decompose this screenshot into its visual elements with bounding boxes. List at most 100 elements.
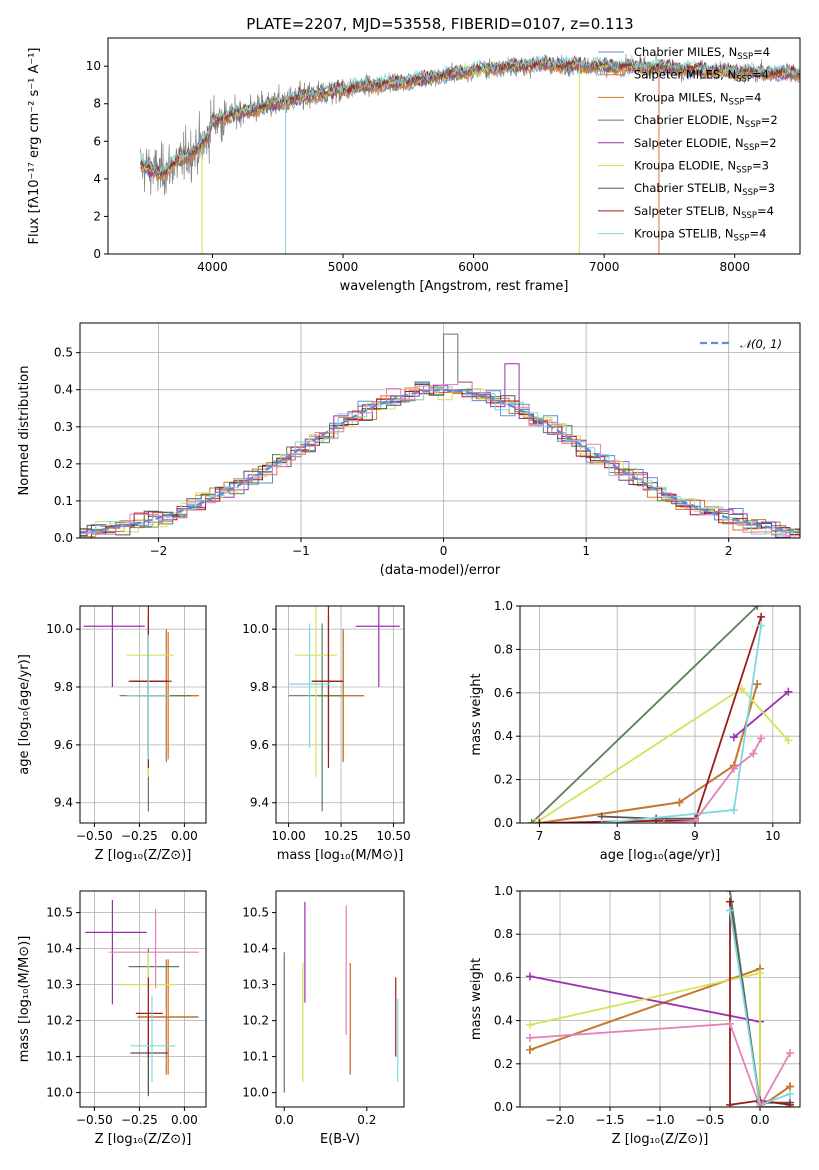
x-axis-label: age [log₁₀(age/yr)] (600, 848, 721, 863)
y-tick-label: 10.0 (46, 1086, 73, 1100)
histogram-step-line (80, 382, 800, 537)
y-tick-label: 0.5 (54, 346, 73, 360)
x-tick-label: 0.0 (275, 1113, 294, 1127)
x-axis-label: mass [log₁₀(M/M⊙)] (277, 848, 404, 863)
mass-weight-marker (784, 687, 793, 696)
y-tick-label: 10.3 (46, 978, 73, 992)
axes-frame (519, 890, 801, 1108)
y-axis-label: mass [log₁₀(M/M⊙)] (17, 936, 32, 1063)
mass-weight-marker (737, 684, 746, 693)
mass-weight-marker (526, 1020, 534, 1029)
y-tick-label: 9.4 (54, 796, 73, 810)
mass-weight-marker (726, 1100, 734, 1107)
x-tick-label: 7000 (589, 260, 620, 274)
y-tick-label: 10.5 (46, 906, 73, 920)
y-tick-label: 2 (93, 209, 101, 223)
x-tick-label: 0.00 (171, 829, 198, 843)
x-tick-label: 0.2 (357, 1113, 376, 1127)
mass-weight-marker (597, 819, 606, 823)
y-axis-label: Normed distribution (17, 366, 32, 496)
mass-weight-marker (753, 606, 762, 610)
plot-area-mass_vs_EBV (283, 901, 399, 1093)
plot-area-spectrum (140, 53, 800, 254)
x-tick-label: 2 (725, 544, 733, 558)
legend-entry-label: Chabrier MILES, NSSP=4 (634, 45, 770, 62)
axes-frame (275, 890, 405, 1108)
legend-entry-label: Kroupa MILES, NSSP=4 (634, 90, 761, 107)
mass-weight-marker (675, 798, 684, 807)
legend-entry-label: Salpeter MILES, NSSP=4 (634, 68, 769, 85)
mass-weight-line (733, 691, 789, 738)
mass-weight-marker (729, 764, 738, 773)
mass-weight-marker (786, 1090, 794, 1099)
mass-weight-marker (784, 736, 793, 745)
y-tick-label: 0.2 (494, 1057, 513, 1071)
mass-weight-marker (726, 897, 734, 906)
plot-area-age_vs_mass (288, 606, 400, 812)
x-tick-label: 8 (613, 829, 621, 843)
legend-entry-label: Kroupa ELODIE, NSSP=3 (634, 159, 769, 176)
x-tick-label: 0.0 (750, 1113, 769, 1127)
x-tick-label: −1 (292, 544, 310, 558)
y-tick-label: 10.4 (242, 942, 269, 956)
histogram-step-line (80, 387, 800, 538)
mass-weight-marker (753, 680, 762, 689)
x-tick-label: 10.50 (376, 829, 410, 843)
plot-area-residual_histogram (80, 333, 800, 538)
y-tick-label: 0.4 (494, 729, 513, 743)
x-tick-label: −2.0 (545, 1113, 574, 1127)
y-tick-label: 0.8 (494, 927, 513, 941)
legend-entry-label: Kroupa STELIB, NSSP=4 (634, 227, 766, 244)
y-axis-label: mass weight (469, 673, 484, 755)
mass-weight-marker (691, 816, 699, 823)
normal-reference-curve (80, 389, 799, 534)
plot-area-mass_weight_vs_Z (526, 891, 794, 1107)
histogram-step-line (81, 385, 800, 538)
x-tick-label: −0.50 (76, 829, 113, 843)
axes-mass_vs_Z: −0.50 −0.25 0.00 10.0 10.1 10.2 10.3 10.4 10.5 Z … (17, 890, 207, 1147)
x-tick-label: −1.5 (595, 1113, 624, 1127)
x-tick-label: 10.25 (324, 829, 358, 843)
y-tick-label: 1.0 (494, 884, 513, 898)
plot-area-age_vs_Z (83, 606, 199, 812)
x-tick-label: 10.00 (271, 829, 305, 843)
mass-weight-marker (729, 733, 738, 742)
axes-age_vs_Z: −0.50 −0.25 0.00 9.4 9.6 9.8 10.0 Z [log₁₀(Z/Z⊙… (17, 605, 207, 863)
axes-residual_histogram: −2 −1 0 1 2 0.0 0.1 0.2 0.3 0.4 0.5 (data-model)/er… (17, 322, 801, 578)
y-axis-label: age [log₁₀(age/yr)] (17, 654, 32, 775)
y-tick-label: 9.8 (54, 680, 73, 694)
y-tick-label: 0.2 (54, 457, 73, 471)
y-tick-label: 0 (93, 247, 101, 261)
legend-entry-label: 𝒩(0, 1) (740, 337, 782, 351)
mass-weight-marker (786, 1100, 794, 1107)
x-tick-label: −0.50 (76, 1113, 113, 1127)
y-axis-label: mass weight (469, 958, 484, 1040)
x-axis-label: Z [log₁₀(Z/Z⊙)] (95, 1132, 192, 1147)
mass-weight-marker (726, 1019, 734, 1028)
y-tick-label: 0.8 (494, 642, 513, 656)
y-tick-label: 10.0 (242, 622, 269, 636)
axes-frame (519, 605, 801, 824)
plot-area-mass_vs_Z (85, 900, 199, 1097)
mass-weight-line (539, 683, 759, 823)
legend-entry-label: Salpeter ELODIE, NSSP=2 (634, 136, 777, 153)
x-tick-label: 1 (582, 544, 590, 558)
axes-frame (275, 605, 405, 824)
mass-weight-marker (757, 734, 766, 743)
mass-weight-line (529, 1022, 791, 1107)
x-tick-label: 4000 (197, 260, 228, 274)
axes-mass_weight_vs_Z: −2.0 −1.5 −1.0 −0.5 0.0 0.0 0.2 0.4 0.6 0.8 1.0 Z [… (469, 884, 801, 1147)
y-tick-label: 0.2 (494, 773, 513, 787)
y-tick-label: 10.3 (242, 978, 269, 992)
x-tick-label: −1.0 (645, 1113, 674, 1127)
y-tick-label: 0.6 (494, 970, 513, 984)
mass-weight-marker (757, 621, 766, 630)
y-tick-label: 10.4 (46, 942, 73, 956)
x-tick-label: 8000 (719, 260, 750, 274)
x-tick-label: 7 (536, 829, 544, 843)
y-tick-label: 10.2 (46, 1014, 73, 1028)
x-tick-label: −0.25 (121, 1113, 158, 1127)
x-tick-label: 0.00 (171, 1113, 198, 1127)
x-axis-label: wavelength [Angstrom, rest frame] (340, 279, 569, 294)
